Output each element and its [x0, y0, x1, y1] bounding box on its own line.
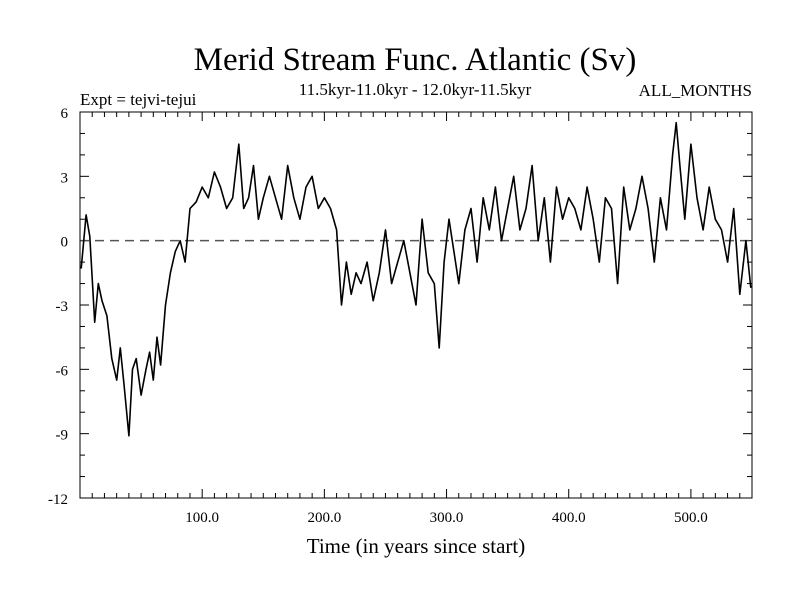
- y-tick-label: -12: [48, 492, 68, 508]
- x-tick-label: 200.0: [307, 510, 341, 526]
- x-axis-label: Time (in years since start): [307, 534, 526, 558]
- y-tick-label: 6: [61, 106, 69, 122]
- x-tick-label: 300.0: [430, 510, 464, 526]
- y-axis: -12 -9 -6 -3 0 3 6: [48, 106, 752, 508]
- x-tick-label: 400.0: [552, 510, 586, 526]
- x-axis: 100.0 200.0 300.0 400.0 500.0: [91, 112, 753, 526]
- plot-frame: [79, 111, 753, 499]
- y-tick-label: -6: [56, 363, 69, 379]
- x-tick-label: 500.0: [674, 510, 708, 526]
- y-tick-label: 0: [61, 235, 69, 251]
- x-tick-label: 100.0: [185, 510, 219, 526]
- experiment-annotation: Expt = tejvi-tejui: [80, 90, 197, 109]
- months-annotation: ALL_MONTHS: [639, 81, 752, 100]
- y-tick-label: -3: [56, 299, 69, 315]
- series-line: [80, 121, 752, 437]
- series-group: [80, 121, 752, 437]
- chart-subtitle: 11.5kyr-11.0kyr - 12.0kyr-11.5kyr: [299, 80, 532, 99]
- chart-title: Merid Stream Func. Atlantic (Sv): [194, 42, 637, 78]
- y-tick-label: 3: [61, 170, 69, 186]
- y-tick-label: -9: [56, 428, 69, 444]
